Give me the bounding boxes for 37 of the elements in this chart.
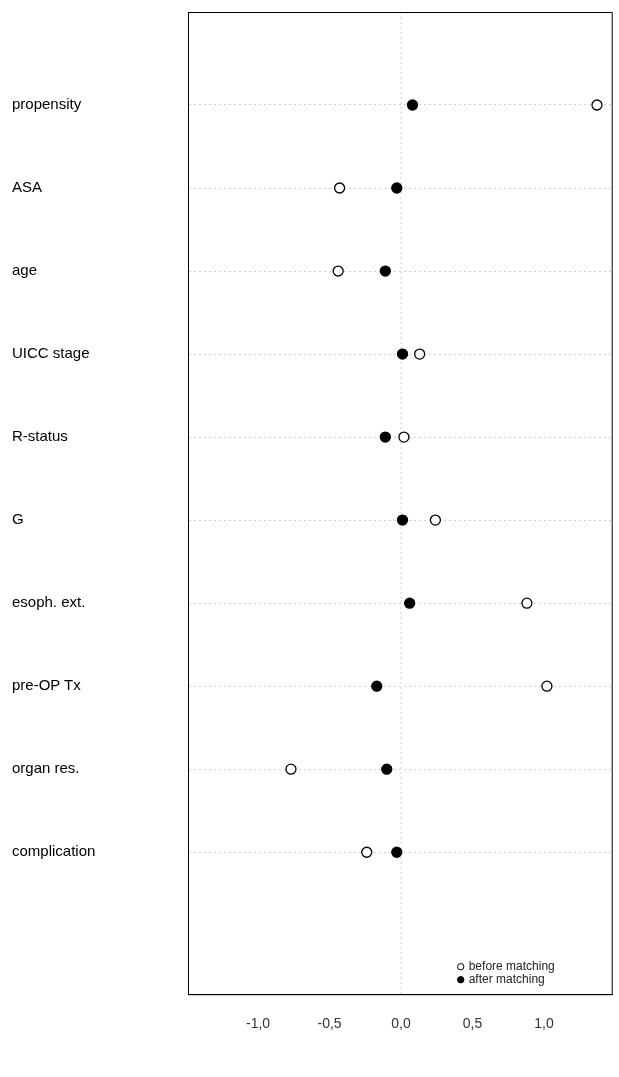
- y-tick-label: UICC stage: [12, 344, 90, 362]
- x-tick-label: -1,0: [246, 1015, 271, 1032]
- y-tick-label: age: [12, 261, 38, 279]
- point: [333, 182, 346, 194]
- point: [396, 348, 409, 360]
- point: [404, 597, 416, 609]
- point: [591, 99, 603, 111]
- point: [541, 680, 553, 692]
- y-tick-label: ASA: [12, 178, 43, 196]
- point: [371, 680, 383, 692]
- point: [381, 763, 393, 775]
- x-tick-label: 0,0: [391, 1015, 412, 1032]
- point: [406, 99, 419, 111]
- point: [332, 265, 344, 277]
- point: [361, 846, 373, 858]
- y-tick-label: complication: [12, 842, 96, 860]
- x-tick-label: 1,0: [534, 1015, 554, 1032]
- point: [414, 348, 426, 360]
- point: [429, 514, 442, 526]
- point: [521, 597, 533, 609]
- point: [396, 514, 409, 526]
- y-tick-label: esoph. ext.: [12, 593, 86, 611]
- point: [391, 182, 403, 194]
- y-tick-label: propensity: [12, 95, 82, 113]
- y-tick-label: R-status: [12, 427, 68, 445]
- y-tick-label: pre-OP Tx: [12, 676, 82, 694]
- y-tick-label: G: [12, 510, 24, 528]
- point: [379, 265, 391, 277]
- y-tick-label: organ res.: [12, 759, 80, 777]
- point: [285, 763, 297, 775]
- point: [391, 846, 403, 858]
- x-tick-label: 0,5: [462, 1015, 483, 1032]
- legend-label: after matching: [468, 972, 545, 987]
- point: [379, 431, 391, 443]
- x-tick-label: -0,5: [317, 1015, 342, 1032]
- legend-label: before matching: [468, 959, 555, 974]
- point: [398, 431, 410, 443]
